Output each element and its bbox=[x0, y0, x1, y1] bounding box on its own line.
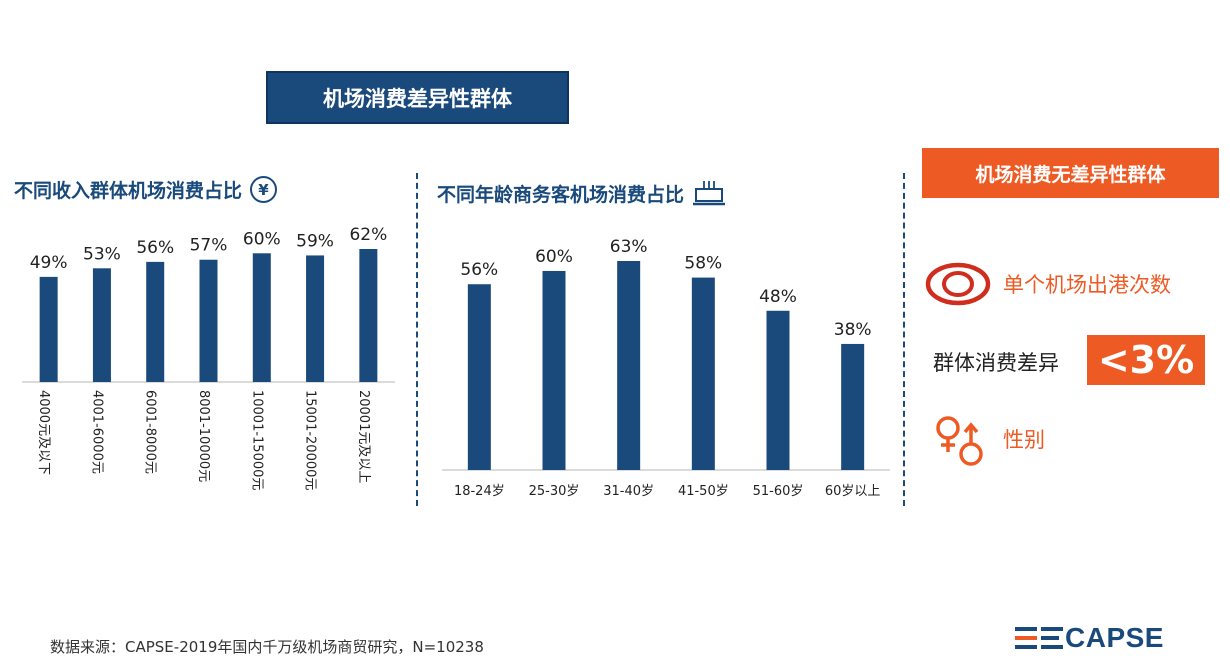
bar bbox=[306, 255, 325, 382]
category-label: 15001-20000元 bbox=[303, 390, 318, 490]
age-section-title-text: 不同年龄商务客机场消费占比 bbox=[437, 183, 685, 206]
category-label: 4000元及以下 bbox=[36, 390, 51, 475]
value-label: 56% bbox=[460, 260, 498, 280]
age-section-title: 不同年龄商务客机场消费占比 bbox=[437, 179, 726, 207]
value-label: 57% bbox=[190, 236, 228, 256]
value-label: 38% bbox=[834, 320, 872, 340]
bar bbox=[146, 261, 165, 382]
category-label: 18-24岁 bbox=[454, 484, 505, 499]
age-chart: 56% 18-24岁 60% 25-30岁 63% 31-40岁 58% 41-50岁 48% 5… bbox=[442, 237, 890, 499]
bar bbox=[542, 270, 566, 470]
stat-group-diff: 群体消费差异 bbox=[933, 347, 1059, 377]
stat-gender: 性别 bbox=[933, 410, 1045, 468]
category-label: 25-30岁 bbox=[529, 484, 580, 499]
yen-circle-icon: ¥ bbox=[250, 176, 278, 203]
value-label: 59% bbox=[296, 231, 334, 251]
main-title: 机场消费差异性群体 bbox=[266, 71, 569, 124]
value-label: 48% bbox=[759, 287, 797, 307]
category-label: 31-40岁 bbox=[603, 484, 654, 499]
eye-icon bbox=[925, 262, 991, 306]
logo-mark-icon bbox=[1015, 627, 1063, 649]
category-label: 20001元及以上 bbox=[356, 390, 371, 483]
section-divider-right bbox=[903, 173, 905, 506]
bar bbox=[691, 277, 715, 470]
bar bbox=[359, 249, 378, 382]
category-label: 51-60岁 bbox=[753, 484, 804, 499]
category-label: 6001-8000元 bbox=[143, 390, 158, 474]
stat-gender-label: 性别 bbox=[1003, 428, 1045, 452]
value-label: 56% bbox=[136, 238, 174, 258]
section-divider-left bbox=[416, 173, 418, 506]
category-label: 8001-10000元 bbox=[196, 390, 211, 482]
bar bbox=[617, 261, 641, 470]
no-difference-header: 机场消费无差异性群体 bbox=[922, 148, 1219, 198]
logo-text: CAPSE bbox=[1065, 622, 1164, 653]
capse-logo: CAPSE bbox=[1015, 622, 1164, 654]
value-label: 58% bbox=[684, 254, 722, 274]
bar bbox=[39, 276, 58, 382]
value-label: 63% bbox=[610, 237, 648, 257]
stat-departures: 单个机场出港次数 bbox=[925, 262, 1171, 306]
stat-group-diff-label: 群体消费差异 bbox=[933, 351, 1059, 375]
stat-departures-label: 单个机场出港次数 bbox=[1003, 273, 1171, 297]
income-section-title: 不同收入群体机场消费占比 ¥ bbox=[14, 176, 278, 203]
bar bbox=[92, 268, 111, 382]
bar bbox=[467, 284, 491, 470]
diff-value-badge: <3% bbox=[1087, 335, 1205, 385]
category-label: 41-50岁 bbox=[678, 484, 729, 499]
data-source: 数据来源：CAPSE-2019年国内千万级机场商贸研究，N=10238 bbox=[50, 638, 484, 656]
value-label: 62% bbox=[349, 225, 387, 245]
category-label: 4001-6000元 bbox=[89, 390, 104, 474]
category-label: 60岁以上 bbox=[825, 484, 881, 499]
value-label: 53% bbox=[83, 244, 121, 264]
value-label: 60% bbox=[243, 229, 281, 249]
value-label: 49% bbox=[30, 253, 68, 273]
category-label: 10001-15000元 bbox=[249, 390, 264, 490]
income-chart: 49% 4000元及以下 53% 4001-6000元 56% 6001-8000元 57%… bbox=[22, 225, 395, 490]
bar bbox=[252, 253, 271, 382]
gender-icon bbox=[936, 416, 983, 466]
briefcase-icon bbox=[693, 181, 726, 206]
bar bbox=[841, 343, 865, 470]
income-section-title-text: 不同收入群体机场消费占比 bbox=[14, 180, 243, 202]
value-label: 60% bbox=[535, 247, 573, 267]
bar bbox=[766, 310, 790, 470]
bar bbox=[199, 259, 218, 382]
